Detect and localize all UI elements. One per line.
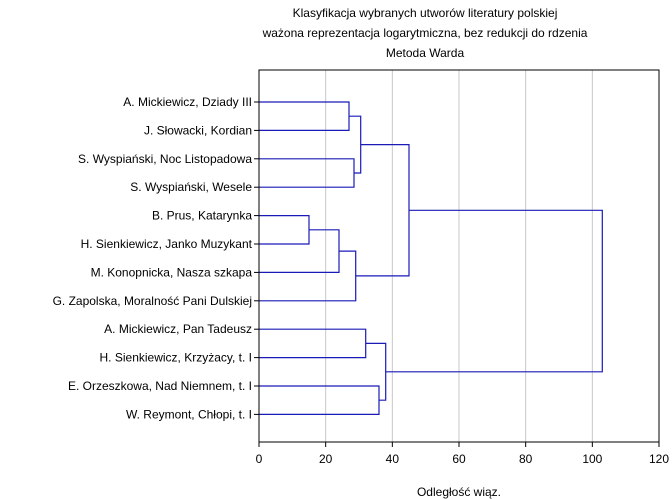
leaf-label: A. Mickiewicz, Pan Tadeusz	[104, 322, 252, 336]
dendrogram-links	[259, 101, 603, 415]
x-tick-label: 80	[519, 452, 533, 466]
dendrogram-link	[259, 158, 355, 188]
leaf-labels: A. Mickiewicz, Dziady III J. Słowacki, Ko…	[53, 95, 259, 421]
dendrogram-link	[259, 229, 340, 273]
chart-subtitle-line: ważona reprezentacja logarytmiczna, bez …	[262, 26, 588, 40]
leaf-label: H. Sienkiewicz, Krzyżacy, t. I	[100, 351, 252, 365]
x-axis-ticks: 0 20 40 60 80 100 120	[256, 442, 669, 466]
dendrogram-link	[259, 328, 367, 359]
x-tick-label: 60	[452, 452, 466, 466]
gridlines	[325, 70, 593, 442]
dendrogram-link	[365, 342, 387, 401]
dendrogram-link	[385, 209, 603, 373]
leaf-label: J. Słowacki, Kordian	[144, 123, 252, 137]
leaf-label: E. Orzeszkowa, Nad Niemnem, t. I	[68, 379, 252, 393]
chart-title-line: Klasyfikacja wybranych utworów literatur…	[293, 6, 558, 20]
dendrogram-link	[349, 115, 362, 174]
dendrogram-link	[259, 101, 350, 131]
x-tick-label: 120	[649, 452, 669, 466]
dendrogram-link	[259, 250, 357, 302]
x-tick-label: 40	[386, 452, 400, 466]
chart-title: Klasyfikacja wybranych utworów literatur…	[262, 6, 588, 60]
leaf-label: M. Konopnicka, Nasza szkapa	[91, 265, 253, 279]
leaf-label: W. Reymont, Chłopi, t. I	[126, 407, 252, 421]
dendrogram-link	[259, 215, 310, 245]
leaf-label: S. Wyspiański, Noc Listopadowa	[78, 152, 252, 166]
leaf-label: A. Mickiewicz, Dziady III	[123, 95, 252, 109]
x-tick-label: 20	[319, 452, 333, 466]
leaf-label: G. Zapolska, Moralność Pani Dulskiej	[53, 294, 252, 308]
x-tick-label: 100	[582, 452, 602, 466]
leaf-label: H. Sienkiewicz, Janko Muzykant	[81, 237, 253, 251]
chart-method-line: Metoda Warda	[386, 46, 465, 60]
leaf-label: B. Prus, Katarynka	[152, 209, 252, 223]
leaf-label: S. Wyspiański, Wesele	[130, 180, 252, 194]
x-tick-label: 0	[256, 452, 263, 466]
dendrogram-link	[259, 385, 380, 415]
dendrogram-link	[355, 144, 410, 277]
x-axis-label: Odległość wiąz.	[417, 485, 501, 499]
